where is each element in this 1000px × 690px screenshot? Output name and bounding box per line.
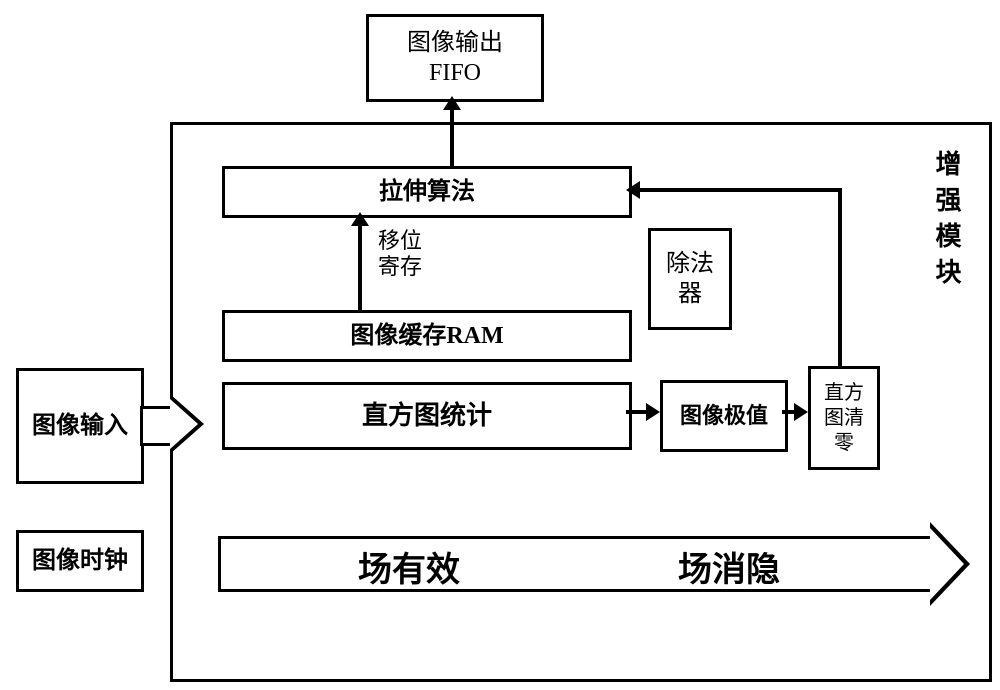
arrow-extreme-to-clear-head <box>794 403 808 421</box>
divider-box: 除法 器 <box>648 228 732 330</box>
divider-line1: 除法 <box>666 249 714 279</box>
histogram-clear-line3: 零 <box>824 431 864 456</box>
arrow-clear-up <box>838 190 842 366</box>
histogram-clear-line1: 直方 <box>824 381 864 406</box>
divider-line2: 器 <box>666 279 714 309</box>
image-clock-box: 图像时钟 <box>16 530 144 592</box>
output-fifo-line2: FIFO <box>407 58 503 88</box>
arrow-hist-to-extreme-head <box>646 403 660 421</box>
timeline-arrow: 场有效 场消隐 <box>218 536 970 592</box>
image-input-box: 图像输入 <box>16 368 144 484</box>
output-fifo-box: 图像输出 FIFO <box>366 14 544 102</box>
image-ram-box: 图像缓存RAM <box>222 310 632 362</box>
enhance-module-label: 增强模块 <box>928 150 965 294</box>
arrow-clear-to-stretch-head <box>626 181 640 199</box>
arrow-stretch-to-fifo <box>450 108 454 166</box>
timeline-field-blank: 场消隐 <box>678 542 780 591</box>
stretch-algorithm-box: 拉伸算法 <box>222 166 632 218</box>
histogram-clear-line2: 图清 <box>824 406 864 431</box>
arrow-clear-to-stretch <box>640 188 842 192</box>
image-extreme-box: 图像极值 <box>660 380 788 452</box>
arrow-ram-to-stretch-head <box>351 212 369 226</box>
shift-register-line2: 寄存 <box>378 254 422 280</box>
histogram-clear-box: 直方 图清 零 <box>808 366 880 470</box>
arrow-hist-to-extreme <box>626 410 648 414</box>
shift-register-label: 移位 寄存 <box>378 228 422 281</box>
output-fifo-line1: 图像输出 <box>407 28 503 58</box>
timeline-field-valid: 场有效 <box>358 542 460 591</box>
shift-register-line1: 移位 <box>378 228 422 254</box>
histogram-stats-box: 直方图统计 <box>222 382 632 450</box>
arrow-ram-to-stretch <box>358 226 362 310</box>
arrow-stretch-to-fifo-head <box>443 96 461 110</box>
